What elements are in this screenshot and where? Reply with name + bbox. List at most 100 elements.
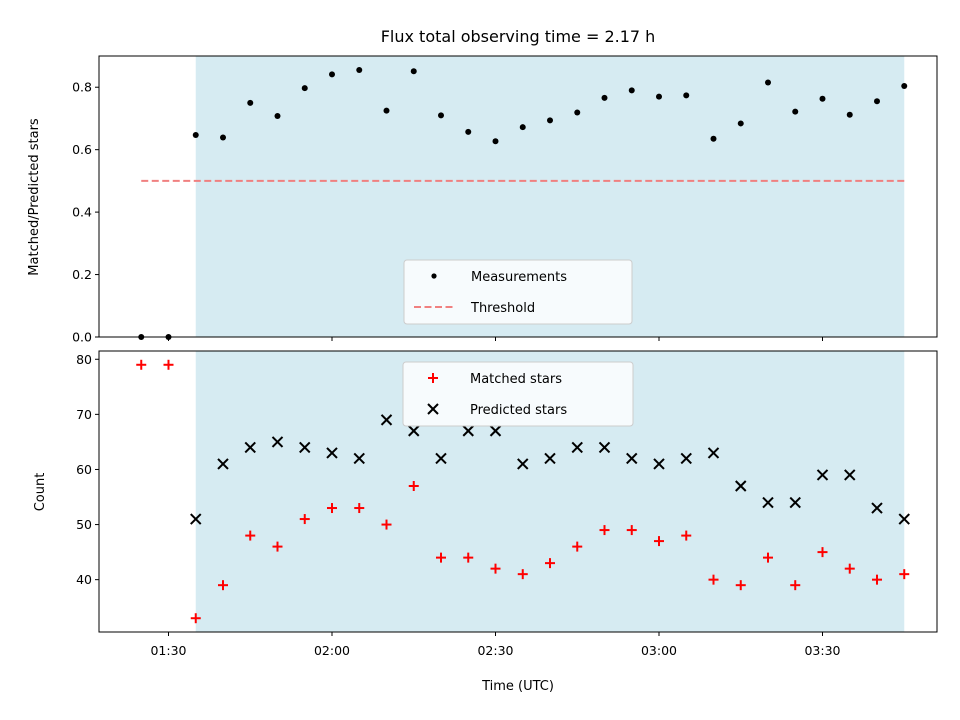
x-stroke-b [789,496,801,509]
matched-stars-point [654,536,664,547]
predicted-stars-point [217,458,229,470]
chart-title: Flux total observing time = 2.17 h [381,27,656,46]
x-stroke-b [244,441,256,454]
matched-stars-point [490,563,501,574]
matched-stars-point [381,519,392,530]
matched-stars-point [190,613,201,624]
predicted-stars-point [462,425,474,437]
matched-stars-point [735,580,746,591]
predicted-stars-point [626,452,638,465]
x-stroke-b [871,502,883,514]
predicted-stars-point [353,452,365,465]
bottom-legend-box [402,361,634,427]
x-stroke-b [380,414,393,426]
x-stroke-b [408,425,420,437]
x-stroke-b [762,496,774,509]
bottom-legend-label: Matched stars [470,372,562,387]
x-axis-label: Time (UTC) [481,679,554,694]
bottom-y-tick-label: 80 [76,352,92,367]
matched-stars-point [517,569,528,580]
top-legend-label: Threshold [470,301,535,316]
x-stroke-b [326,447,338,459]
measurement-point [220,134,226,141]
measurement-point [438,112,444,119]
bottom-y-tick-label: 70 [76,407,92,422]
x-tick-label: 03:00 [641,643,677,658]
matched-stars-point [872,574,882,585]
top-legend-label: Measurements [471,270,567,285]
measurement-point [329,71,335,78]
x-stroke-b [898,513,910,525]
predicted-stars-point [380,414,393,426]
measurement-point [628,87,635,94]
measurement-point [792,108,799,115]
x-stroke-b [735,480,747,492]
matched-stars-point [817,547,828,558]
matched-stars-point [218,580,228,591]
measurement-point [601,94,608,101]
measurement-point [710,135,717,142]
x-stroke-b [462,425,474,437]
x-stroke-b [353,452,365,465]
predicted-stars-point [544,452,556,465]
measurement-point [519,124,526,131]
x-stroke-b [299,441,311,454]
x-tick-label: 01:30 [150,643,186,658]
measurement-point [874,98,880,105]
measurement-point [547,117,553,124]
matched-stars-point [626,525,637,536]
legend-predicted-marker-b [427,403,439,415]
ratio-panel: 0.0 0.2 0.4 0.6 0.8 Measurements Threshold [72,55,938,345]
measurement-point [819,95,826,102]
matched-stars-point [436,552,446,563]
x-stroke-b [707,447,720,459]
measurement-point [192,131,199,138]
x-stroke-b [217,458,229,470]
matched-stars-point [299,514,310,525]
predicted-stars-point [299,441,311,454]
matched-stars-point [844,563,855,574]
measurement-point [737,120,744,127]
x-stroke-b [598,441,611,454]
legend-measurements-marker [431,273,437,279]
measurement-point [410,68,417,75]
matched-stars-point [245,530,256,541]
x-stroke-b [435,452,447,465]
matched-stars-point [572,541,583,552]
matched-stars-point [681,530,692,541]
predicted-stars-point [598,441,611,454]
predicted-stars-point [190,513,202,525]
x-stroke-b [816,469,829,481]
predicted-stars-point [789,496,801,509]
matched-stars-point [408,480,419,491]
x-stroke-b [571,441,583,454]
measurement-point [846,111,853,118]
predicted-stars-point [707,447,720,459]
matched-stars-point [136,359,147,370]
predicted-stars-point [271,436,284,448]
x-stroke-b [517,458,529,470]
top-y-tick-label: 0.6 [72,142,92,157]
predicted-stars-point [871,502,883,514]
measurement-point [383,107,390,114]
bottom-y-tick-label: 50 [76,517,92,532]
measurement-point [247,99,254,106]
matched-stars-point [354,503,365,514]
top-legend-box [403,259,633,325]
matched-stars-point [272,541,283,552]
matched-stars-point [163,359,174,370]
top-y-tick-label: 0.8 [72,80,92,95]
predicted-stars-point [680,452,692,465]
predicted-stars-point [244,441,256,454]
x-tick-label: 03:30 [804,643,840,658]
measurement-point [656,93,662,100]
measurement-point [492,138,499,145]
top-y-tick-label: 0.0 [72,330,92,345]
measurement-point [683,92,690,99]
bottom-y-tick-label: 40 [76,572,92,587]
bottom-legend-label: Predicted stars [470,403,567,418]
matched-stars-point [599,525,610,536]
matched-stars-point [545,558,555,569]
predicted-stars-point [735,480,747,492]
